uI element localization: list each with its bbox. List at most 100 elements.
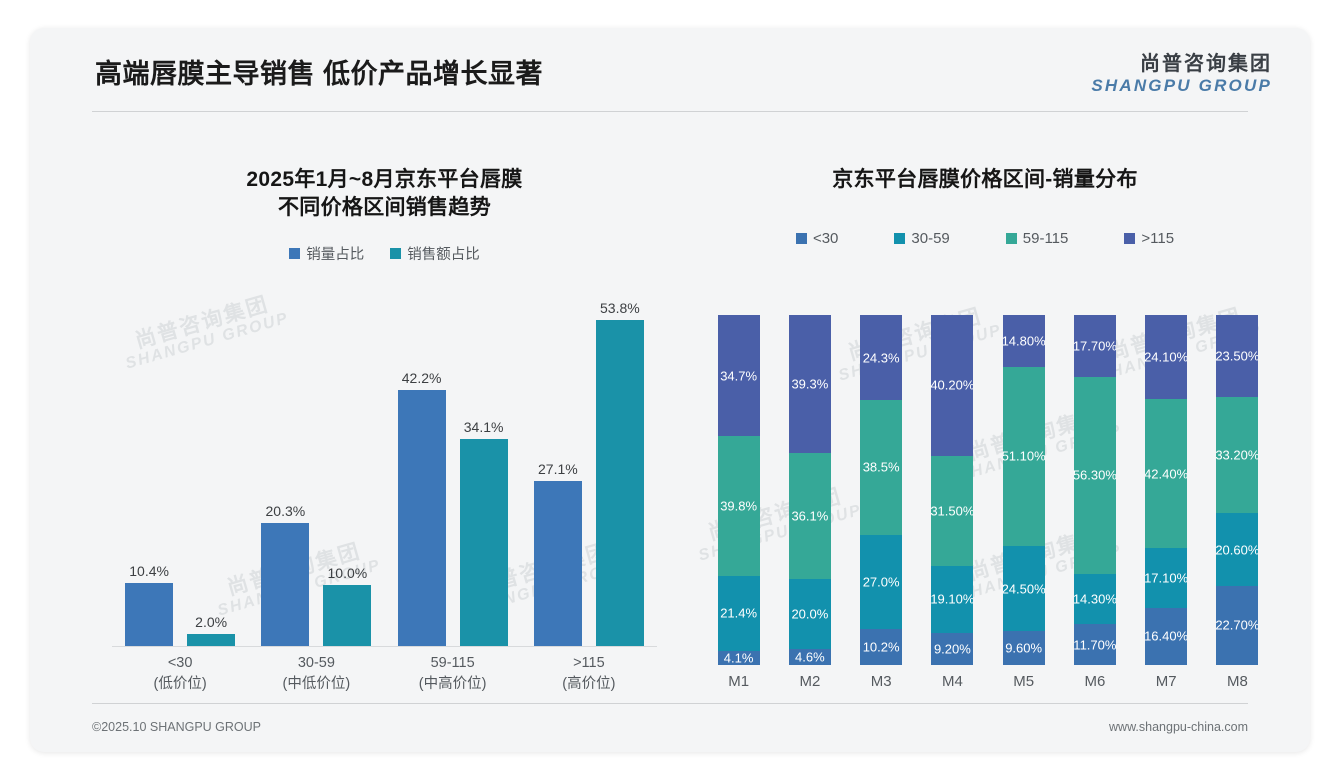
- segment-59-115[interactable]: 51.10%: [1002, 366, 1045, 546]
- segment-30-59[interactable]: 20.60%: [1216, 513, 1259, 586]
- stack-bar[interactable]: 16.40% 17.10% 42.40% 24.10%: [1145, 315, 1188, 665]
- stacked-column[interactable]: 11.70% 14.30% 56.30% 17.70%: [1059, 315, 1130, 665]
- segment-lt30[interactable]: 16.40%: [1145, 607, 1188, 665]
- segment-value-label: 24.3%: [862, 350, 900, 366]
- left-chart-title: 2025年1月~8月京东平台唇膜 不同价格区间销售趋势: [92, 124, 677, 221]
- segment-30-59[interactable]: 21.4%: [717, 575, 760, 651]
- bar-column[interactable]: 20.3%: [261, 283, 310, 646]
- stacked-column[interactable]: 9.20% 19.10% 31.50% 40.20%: [917, 315, 988, 665]
- segment-value-label: 20.0%: [791, 606, 829, 622]
- legend-label: <30: [812, 229, 839, 247]
- stack-bar[interactable]: 22.70% 20.60% 33.20% 23.50%: [1216, 315, 1259, 665]
- x-tick-sublabel: (中高价位): [418, 676, 487, 693]
- segment-59-115[interactable]: 42.40%: [1145, 399, 1188, 548]
- x-tick: 59-115 (中高价位): [385, 647, 521, 699]
- stack-bar[interactable]: 4.6% 20.0% 36.1% 39.3%: [788, 315, 831, 665]
- stacked-column[interactable]: 16.40% 17.10% 42.40% 24.10%: [1131, 315, 1202, 665]
- segment-59-115[interactable]: 56.30%: [1073, 376, 1116, 575]
- bar-column[interactable]: 53.8%: [595, 283, 644, 646]
- segment-value-label: 9.60%: [1005, 640, 1043, 656]
- segment-value-label: 39.8%: [720, 498, 758, 514]
- segment-value-label: 27.0%: [862, 574, 900, 590]
- bar-column[interactable]: 27.1%: [533, 283, 582, 646]
- bar-volume-share[interactable]: [397, 390, 446, 646]
- x-axis-line: [112, 646, 657, 647]
- segment-gt115[interactable]: 34.7%: [717, 315, 760, 437]
- segment-value-label: 34.7%: [720, 368, 758, 384]
- segment-59-115[interactable]: 39.8%: [717, 436, 760, 576]
- segment-lt30[interactable]: 4.1%: [717, 650, 760, 665]
- bar-volume-share[interactable]: [533, 481, 582, 646]
- stack-bar[interactable]: 9.20% 19.10% 31.50% 40.20%: [931, 315, 974, 665]
- segment-gt115[interactable]: 17.70%: [1073, 315, 1116, 377]
- segment-gt115[interactable]: 24.3%: [860, 315, 903, 401]
- segment-value-label: 33.20%: [1216, 447, 1259, 463]
- segment-59-115[interactable]: 38.5%: [860, 400, 903, 535]
- bar-revenue-share[interactable]: [459, 439, 508, 646]
- legend-item-gt115[interactable]: >115: [1124, 230, 1174, 247]
- right-chart-panel: 京东平台唇膜价格区间-销量分布 <30 30-59 59-115 >115 尚普…: [685, 124, 1285, 724]
- segment-gt115[interactable]: 40.20%: [931, 315, 974, 456]
- segment-59-115[interactable]: 31.50%: [931, 455, 974, 566]
- segment-value-label: 39.3%: [791, 376, 829, 392]
- legend-label: 销量占比: [306, 247, 365, 264]
- x-tick-sublabel: (高价位): [562, 676, 616, 693]
- segment-30-59[interactable]: 20.0%: [788, 578, 831, 649]
- segment-gt115[interactable]: 23.50%: [1216, 315, 1259, 398]
- stack-bar[interactable]: 9.60% 24.50% 51.10% 14.80%: [1002, 315, 1045, 665]
- stacked-column[interactable]: 22.70% 20.60% 33.20% 23.50%: [1202, 315, 1273, 665]
- segment-lt30[interactable]: 22.70%: [1216, 585, 1259, 665]
- legend-item-59-115[interactable]: 59-115: [1005, 230, 1068, 247]
- segment-value-label: 36.1%: [791, 508, 829, 524]
- x-tick: M2: [799, 673, 821, 690]
- bar-revenue-share[interactable]: [323, 585, 372, 646]
- stacked-column[interactable]: 10.2% 27.0% 38.5% 24.3%: [846, 315, 917, 665]
- legend-item-30-59[interactable]: 30-59: [894, 229, 950, 247]
- bar-column[interactable]: 34.1%: [459, 283, 508, 646]
- segment-30-59[interactable]: 24.50%: [1002, 545, 1045, 632]
- segment-lt30[interactable]: 10.2%: [860, 629, 903, 665]
- segment-30-59[interactable]: 27.0%: [860, 534, 903, 630]
- legend-swatch-icon: [1005, 232, 1017, 244]
- bar-volume-share[interactable]: [261, 523, 310, 646]
- segment-59-115[interactable]: 33.20%: [1216, 397, 1259, 514]
- bar-column[interactable]: 10.0%: [323, 283, 372, 646]
- bar-column[interactable]: 42.2%: [397, 283, 446, 646]
- segment-30-59[interactable]: 19.10%: [931, 565, 974, 633]
- segment-30-59[interactable]: 14.30%: [1073, 574, 1116, 625]
- legend-item-lt30[interactable]: <30: [795, 229, 839, 247]
- stacked-column[interactable]: 4.1% 21.4% 39.8% 34.7%: [703, 315, 774, 665]
- slide-header: 高端唇膜主导销售 低价产品增长显著 尚普咨询集团 SHANGPU GROUP: [30, 28, 1310, 118]
- stack-bar[interactable]: 10.2% 27.0% 38.5% 24.3%: [860, 315, 903, 665]
- bar-column[interactable]: 2.0%: [187, 283, 236, 646]
- segment-gt115[interactable]: 39.3%: [788, 315, 831, 453]
- legend-item-volume-share[interactable]: 销量占比: [289, 243, 364, 264]
- bar-value-label: 20.3%: [265, 503, 306, 519]
- stack-bar[interactable]: 11.70% 14.30% 56.30% 17.70%: [1073, 315, 1116, 665]
- stacked-columns: 4.1% 21.4% 39.8% 34.7% 4.6% 20.0% 36.1% …: [703, 315, 1273, 665]
- footer-website[interactable]: www.shangpu-china.com: [1109, 720, 1248, 734]
- bar-revenue-share[interactable]: [595, 320, 644, 646]
- segment-59-115[interactable]: 36.1%: [788, 452, 831, 579]
- segment-30-59[interactable]: 17.10%: [1145, 547, 1188, 608]
- bar-revenue-share[interactable]: [187, 634, 236, 646]
- bar-volume-share[interactable]: [125, 583, 174, 646]
- segment-lt30[interactable]: 9.20%: [931, 632, 974, 665]
- segment-gt115[interactable]: 24.10%: [1145, 315, 1188, 400]
- segment-lt30[interactable]: 9.60%: [1002, 631, 1045, 665]
- segment-lt30[interactable]: 4.6%: [788, 648, 831, 665]
- segment-value-label: 56.30%: [1073, 467, 1116, 483]
- stack-bar[interactable]: 4.1% 21.4% 39.8% 34.7%: [717, 315, 760, 665]
- stacked-column[interactable]: 9.60% 24.50% 51.10% 14.80%: [988, 315, 1059, 665]
- stacked-column[interactable]: 4.6% 20.0% 36.1% 39.3%: [774, 315, 845, 665]
- segment-lt30[interactable]: 11.70%: [1073, 624, 1116, 665]
- bar-group: 20.3% 10.0%: [248, 283, 384, 646]
- bar-column[interactable]: 10.4%: [125, 283, 174, 646]
- bar-value-label: 42.2%: [401, 370, 442, 386]
- left-chart-panel: 2025年1月~8月京东平台唇膜 不同价格区间销售趋势 销量占比 销售额占比 尚…: [92, 124, 677, 724]
- legend-item-revenue-share[interactable]: 销售额占比: [390, 243, 480, 264]
- segment-gt115[interactable]: 14.80%: [1002, 315, 1045, 367]
- legend-label: 30-59: [911, 229, 950, 247]
- bar-value-label: 27.1%: [538, 461, 578, 477]
- x-tick-sublabel: (低价位): [153, 676, 207, 693]
